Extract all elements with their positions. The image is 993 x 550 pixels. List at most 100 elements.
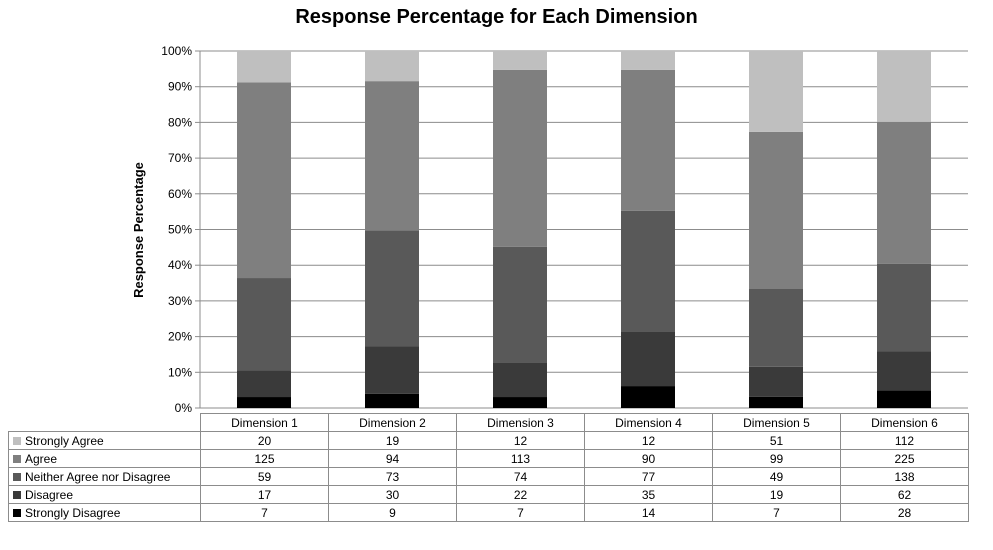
bar-segment xyxy=(493,246,547,363)
data-label: 59 xyxy=(200,467,329,486)
data-table: Dimension 1 Dimension 2 Dimension 3 Dimensi… xyxy=(8,413,969,522)
data-label: 62 xyxy=(840,485,969,504)
data-label: 138 xyxy=(840,467,969,486)
bar-segment xyxy=(749,131,803,289)
data-label: 9 xyxy=(328,503,457,522)
data-label: 30 xyxy=(328,485,457,504)
data-label: 14 xyxy=(584,503,713,522)
data-label: 17 xyxy=(200,485,329,504)
table-row: Strongly Agree 20 19 12 12 51 112 xyxy=(8,431,969,450)
bar-segment xyxy=(237,82,291,279)
data-label: 19 xyxy=(712,485,841,504)
bar-segment xyxy=(365,81,419,231)
bar-segment xyxy=(365,230,419,347)
x-category-label: Dimension 3 xyxy=(456,413,585,432)
legend-label: Neither Agree nor Disagree xyxy=(25,469,171,484)
bar-segment xyxy=(621,210,675,332)
data-label: 20 xyxy=(200,431,329,450)
data-label: 7 xyxy=(200,503,329,522)
bar-segment xyxy=(237,278,291,371)
y-tick-label: 10% xyxy=(168,365,192,379)
y-tick-label: 70% xyxy=(168,151,192,165)
bar-segment xyxy=(621,386,675,408)
data-label: 125 xyxy=(200,449,329,468)
table-row: Neither Agree nor Disagree 59 73 74 77 49 138 xyxy=(8,467,969,486)
data-label: 22 xyxy=(456,485,585,504)
bar-segment xyxy=(749,289,803,367)
bar-segment xyxy=(493,51,547,70)
data-label: 35 xyxy=(584,485,713,504)
bar-segment xyxy=(877,263,931,352)
data-label: 7 xyxy=(712,503,841,522)
data-label: 28 xyxy=(840,503,969,522)
legend-label: Strongly Disagree xyxy=(25,505,121,520)
data-label: 12 xyxy=(584,431,713,450)
bar-segment xyxy=(621,331,675,387)
x-category-label: Dimension 5 xyxy=(712,413,841,432)
bar-segment xyxy=(365,346,419,394)
data-label: 112 xyxy=(840,431,969,450)
bar-segment xyxy=(621,51,675,70)
bar-segment xyxy=(877,51,931,122)
y-tick-label: 80% xyxy=(168,115,192,129)
legend-swatch xyxy=(13,472,21,481)
chart-title: Response Percentage for Each Dimension xyxy=(295,6,698,28)
data-label: 7 xyxy=(456,503,585,522)
y-tick-label: 0% xyxy=(175,401,193,415)
bar-segment xyxy=(365,51,419,82)
legend-swatch xyxy=(13,508,21,517)
bar-segment xyxy=(365,393,419,408)
legend-swatch xyxy=(13,436,21,445)
bar-segment xyxy=(493,397,547,408)
legend-label: Agree xyxy=(25,451,58,466)
bar-segment xyxy=(493,69,547,247)
table-corner xyxy=(8,413,201,432)
data-label: 113 xyxy=(456,449,585,468)
y-tick-label: 50% xyxy=(168,223,192,237)
legend-entry: Disagree xyxy=(8,485,201,504)
data-label: 90 xyxy=(584,449,713,468)
bar-segment xyxy=(877,390,931,408)
data-label: 99 xyxy=(712,449,841,468)
y-tick-label: 20% xyxy=(168,330,192,344)
legend-entry: Strongly Agree xyxy=(8,431,201,450)
bar-segment xyxy=(621,69,675,211)
y-axis-title: Response Percentage xyxy=(131,162,146,298)
legend-entry: Strongly Disagree xyxy=(8,503,201,522)
bar-segment xyxy=(237,51,291,83)
data-label: 77 xyxy=(584,467,713,486)
legend-label: Disagree xyxy=(25,487,74,502)
y-tick-label: 30% xyxy=(168,294,192,308)
data-label: 19 xyxy=(328,431,457,450)
table-row: Agree 125 94 113 90 99 225 xyxy=(8,449,969,468)
data-label: 49 xyxy=(712,467,841,486)
x-category-label: Dimension 1 xyxy=(200,413,329,432)
y-tick-label: 90% xyxy=(168,80,192,94)
x-category-label: Dimension 2 xyxy=(328,413,457,432)
bar-segment xyxy=(749,396,803,408)
bar-segment xyxy=(877,351,931,391)
y-tick-label: 40% xyxy=(168,258,192,272)
x-category-label: Dimension 6 xyxy=(840,413,969,432)
legend-entry: Neither Agree nor Disagree xyxy=(8,467,201,486)
data-label: 73 xyxy=(328,467,457,486)
bar-segment xyxy=(877,121,931,264)
table-row: Strongly Disagree 7 9 7 14 7 28 xyxy=(8,503,969,522)
bar-segment xyxy=(749,366,803,397)
y-tick-label: 100% xyxy=(161,44,192,58)
bar-segment xyxy=(749,51,803,132)
y-tick-label: 60% xyxy=(168,187,192,201)
data-label: 74 xyxy=(456,467,585,486)
data-label: 225 xyxy=(840,449,969,468)
legend-label: Strongly Agree xyxy=(25,433,104,448)
legend-entry: Agree xyxy=(8,449,201,468)
bar-segment xyxy=(237,397,291,408)
bar-segment xyxy=(493,362,547,398)
data-label: 12 xyxy=(456,431,585,450)
bar-segment xyxy=(237,370,291,398)
data-label: 94 xyxy=(328,449,457,468)
legend-swatch xyxy=(13,490,21,499)
legend-swatch xyxy=(13,454,21,463)
table-row: Disagree 17 30 22 35 19 62 xyxy=(8,485,969,504)
